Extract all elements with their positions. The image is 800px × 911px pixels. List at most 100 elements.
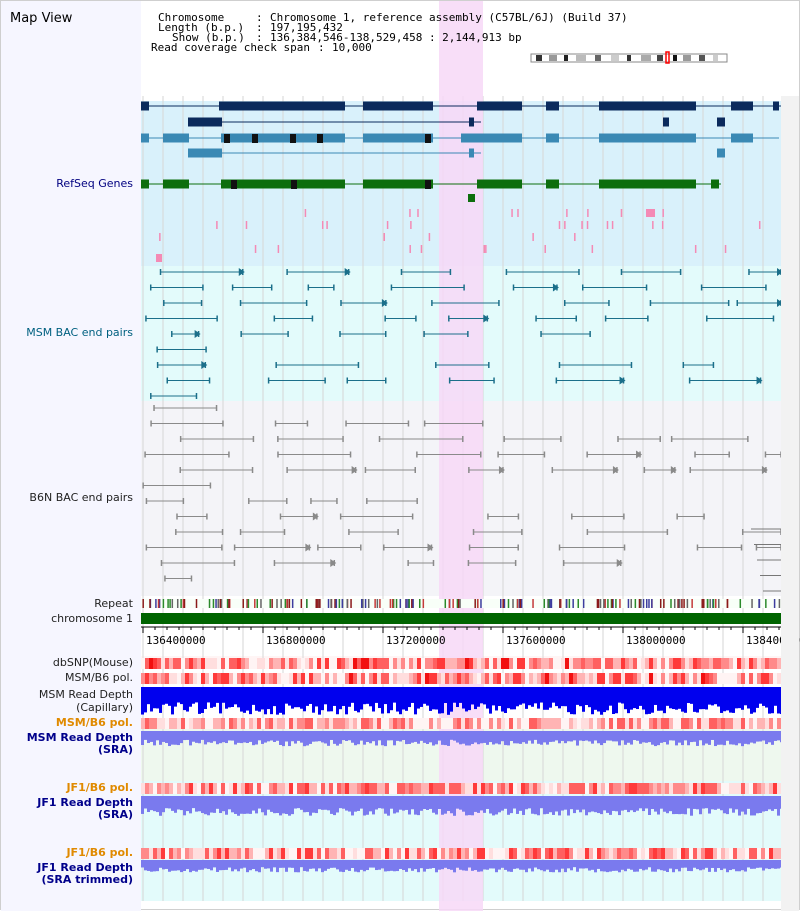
heat-cell	[733, 673, 737, 684]
heat-cell	[677, 783, 681, 794]
pink-mark	[662, 209, 664, 217]
bac-pair-arrow	[201, 361, 208, 369]
depth-bar	[540, 731, 543, 745]
depth-bar	[333, 860, 336, 868]
depth-bar	[267, 731, 270, 742]
depth-bar	[750, 687, 753, 714]
depth-bar	[384, 796, 387, 814]
show-label: Show (b.p.)	[172, 31, 245, 44]
depth-bar	[558, 731, 561, 744]
heat-cell	[153, 848, 157, 859]
depth-bar	[705, 796, 708, 809]
heat-cell	[541, 718, 545, 729]
depth-bar	[534, 731, 537, 740]
heat-cell	[437, 783, 441, 794]
depth-bar	[411, 731, 414, 743]
heat-cell	[277, 848, 281, 859]
heat-cell	[381, 673, 385, 684]
depth-bar	[663, 860, 666, 871]
depth-bar	[201, 687, 204, 713]
depth-bar	[324, 687, 327, 705]
depth-bar	[636, 731, 639, 741]
depth-bar	[579, 731, 582, 741]
depth-bar	[192, 796, 195, 809]
bac-pair-arrow	[330, 559, 337, 567]
depth-bar	[756, 860, 759, 868]
depth-bar	[729, 687, 732, 713]
heat-cell	[213, 718, 217, 729]
heat-cell	[461, 673, 465, 684]
depth-bar	[495, 860, 498, 873]
heat-cell	[301, 673, 305, 684]
depth-bar	[171, 687, 174, 715]
heat-cell	[577, 673, 581, 684]
depth-bar	[555, 687, 558, 707]
depth-bar	[777, 731, 780, 741]
depth-bar	[243, 731, 246, 743]
heat-cell	[505, 783, 509, 794]
heat-cell	[593, 783, 597, 794]
depth-bar	[660, 796, 663, 809]
depth-bar	[738, 796, 741, 816]
gene-exon	[163, 133, 189, 143]
bac-pair-arrow	[381, 299, 388, 307]
heat-cell	[433, 658, 437, 669]
pink-mark	[417, 209, 419, 217]
depth-bar	[678, 731, 681, 743]
heat-cell	[661, 848, 665, 859]
depth-bar	[237, 796, 240, 816]
depth-bar	[645, 796, 648, 809]
depth-bar	[363, 796, 366, 816]
refseq-genes-label[interactable]: RefSeq Genes	[56, 177, 133, 190]
heat-cell	[761, 848, 765, 859]
ideogram-band	[683, 55, 691, 61]
repeat-mark	[220, 599, 223, 608]
heat-cell	[553, 848, 557, 859]
heat-cell	[161, 658, 165, 669]
depth-bar	[612, 731, 615, 742]
depth-bar	[204, 796, 207, 815]
depth-bar	[708, 687, 711, 705]
heat-cell	[585, 658, 589, 669]
heat-cell	[265, 848, 269, 859]
heat-cell	[613, 783, 617, 794]
ideogram-band	[641, 55, 651, 61]
repeat-mark	[502, 599, 504, 608]
msm-bac-end-pairs-label[interactable]: MSM BAC end pairs	[26, 326, 133, 339]
depth-bar	[774, 796, 777, 810]
heat-cell	[505, 718, 509, 729]
heat-cell	[497, 673, 501, 684]
repeat-mark	[572, 599, 574, 608]
heat-cell	[769, 673, 773, 684]
heat-cell	[501, 658, 505, 669]
depth-bar	[552, 860, 555, 873]
heat-cell	[453, 718, 457, 729]
pink-mark	[694, 245, 697, 253]
heat-cell	[521, 848, 525, 859]
chromosome-ideogram	[530, 51, 728, 64]
depth-bar	[345, 796, 348, 811]
depth-bar	[243, 860, 246, 868]
depth-bar	[462, 796, 465, 812]
repeat-mark	[610, 599, 613, 608]
depth-bar	[474, 796, 477, 812]
depth-bar	[513, 796, 516, 809]
heat-cell	[653, 658, 657, 669]
heat-cell	[653, 673, 657, 684]
depth-bar	[468, 731, 471, 746]
depth-bar	[393, 731, 396, 746]
heat-cell	[349, 783, 353, 794]
depth-bar	[141, 731, 144, 746]
heat-cell	[477, 783, 481, 794]
heat-cell	[365, 783, 369, 794]
depth-bar	[180, 860, 183, 873]
depth-bar	[231, 796, 234, 813]
depth-bar	[246, 731, 249, 744]
depth-bar	[774, 731, 777, 741]
heat-cell	[269, 718, 273, 729]
heat-cell	[433, 718, 437, 729]
repeat-mark	[677, 599, 679, 608]
depth-bar	[609, 796, 612, 815]
b6n-bac-end-pairs-label[interactable]: B6N BAC end pairs	[29, 491, 133, 504]
